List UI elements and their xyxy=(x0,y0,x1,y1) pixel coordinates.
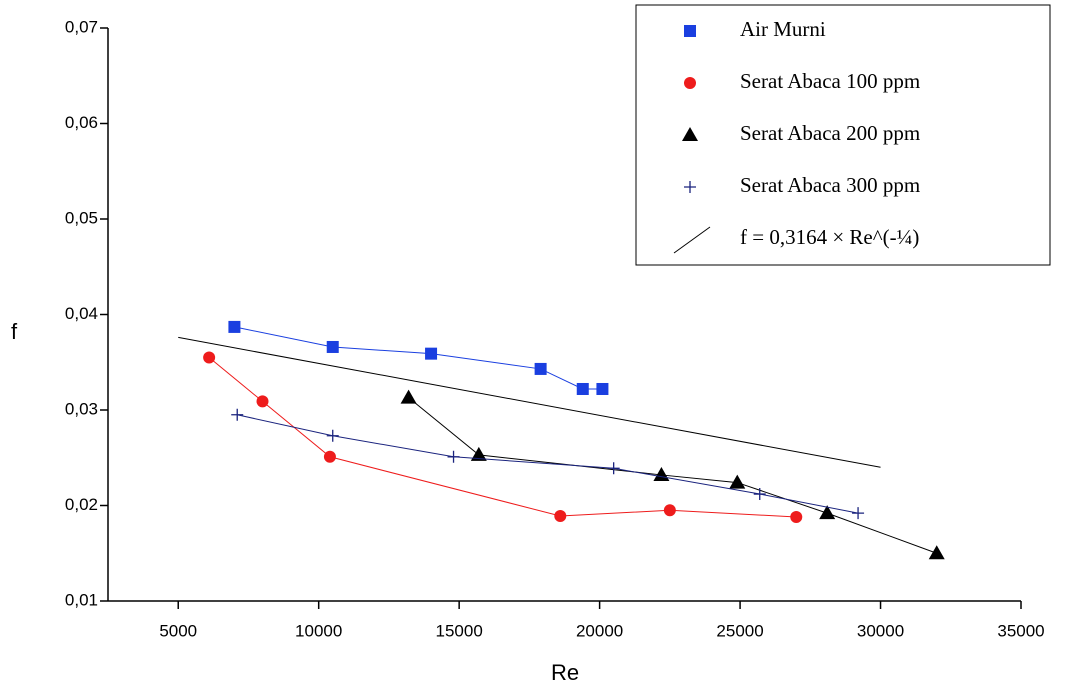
marker-square xyxy=(425,347,438,360)
y-tick-label: 0,04 xyxy=(65,304,98,323)
marker-square xyxy=(596,382,609,395)
series-line xyxy=(208,357,797,518)
legend-symbol xyxy=(684,77,696,89)
marker-circle xyxy=(790,510,803,523)
x-axis-label: Re xyxy=(551,660,579,685)
marker-square xyxy=(326,340,339,353)
marker-plus xyxy=(607,462,620,475)
marker-plus xyxy=(447,450,460,463)
y-axis-label: f xyxy=(11,319,18,344)
y-tick-label: 0,06 xyxy=(65,113,98,132)
y-tick-label: 0,01 xyxy=(65,590,98,609)
y-tick-label: 0,05 xyxy=(65,208,98,227)
marker-circle xyxy=(663,504,676,517)
x-tick-label: 20000 xyxy=(576,621,623,640)
x-tick-label: 10000 xyxy=(295,621,342,640)
y-tick-label: 0,07 xyxy=(65,17,98,36)
marker-plus xyxy=(326,429,339,442)
legend-label: Serat Abaca 100 ppm xyxy=(740,69,920,93)
x-tick-label: 25000 xyxy=(716,621,763,640)
marker-circle xyxy=(554,510,567,523)
legend-box xyxy=(635,4,1051,266)
x-tick-label: 15000 xyxy=(436,621,483,640)
marker-plus xyxy=(231,408,244,421)
legend-label: Air Murni xyxy=(740,17,826,41)
legend-label: Serat Abaca 300 ppm xyxy=(740,173,920,197)
marker-triangle xyxy=(729,474,746,489)
x-tick-label: 35000 xyxy=(997,621,1044,640)
marker-circle xyxy=(323,450,336,463)
marker-square xyxy=(576,382,589,395)
marker-circle xyxy=(256,395,269,408)
marker-triangle xyxy=(470,446,487,461)
marker-plus xyxy=(753,488,766,501)
legend-label: f = 0,3164 × Re^(-¼) xyxy=(740,225,919,249)
y-tick-label: 0,02 xyxy=(65,495,98,514)
y-tick-label: 0,03 xyxy=(65,399,98,418)
legend-symbol xyxy=(684,25,696,37)
marker-square xyxy=(534,362,547,375)
x-tick-label: 5000 xyxy=(159,621,197,640)
series-line xyxy=(237,414,859,514)
marker-triangle xyxy=(819,505,836,520)
legend-symbol xyxy=(684,181,696,193)
marker-circle xyxy=(203,351,216,364)
series-line xyxy=(408,397,937,554)
legend-symbol xyxy=(682,127,698,141)
legend-label: Serat Abaca 200 ppm xyxy=(740,121,920,145)
series-line xyxy=(178,336,881,468)
x-tick-label: 30000 xyxy=(857,621,904,640)
marker-plus xyxy=(852,507,865,520)
marker-square xyxy=(228,320,241,333)
marker-triangle xyxy=(928,545,945,560)
marker-triangle xyxy=(400,389,417,404)
legend-symbol xyxy=(673,226,711,254)
